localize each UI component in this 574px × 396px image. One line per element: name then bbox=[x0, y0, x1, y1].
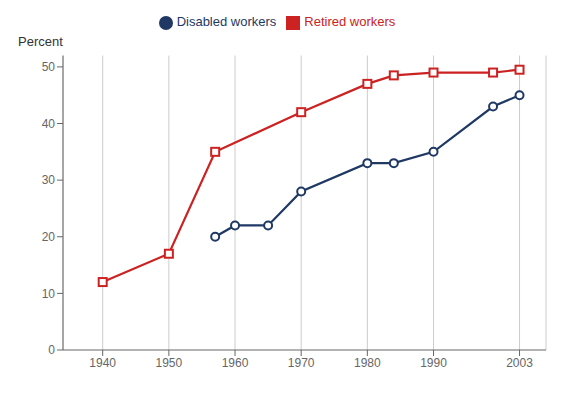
html-text:Retired workers: Retired workers bbox=[304, 14, 396, 29]
svg-text:40: 40 bbox=[42, 117, 56, 131]
svg-text:1980: 1980 bbox=[354, 356, 381, 370]
svg-text:Percent: Percent bbox=[18, 34, 63, 49]
svg-text:30: 30 bbox=[42, 173, 56, 187]
svg-text:2003: 2003 bbox=[506, 356, 533, 370]
svg-text:1990: 1990 bbox=[420, 356, 447, 370]
svg-text:1950: 1950 bbox=[156, 356, 183, 370]
svg-text:1970: 1970 bbox=[288, 356, 315, 370]
svg-text:20: 20 bbox=[42, 230, 56, 244]
svg-text:10: 10 bbox=[42, 287, 56, 301]
svg-text:1940: 1940 bbox=[89, 356, 116, 370]
html-text:Disabled workers: Disabled workers bbox=[176, 14, 277, 29]
svg-text:50: 50 bbox=[42, 60, 56, 74]
svg-text:1960: 1960 bbox=[222, 356, 249, 370]
svg-text:0: 0 bbox=[48, 343, 55, 357]
